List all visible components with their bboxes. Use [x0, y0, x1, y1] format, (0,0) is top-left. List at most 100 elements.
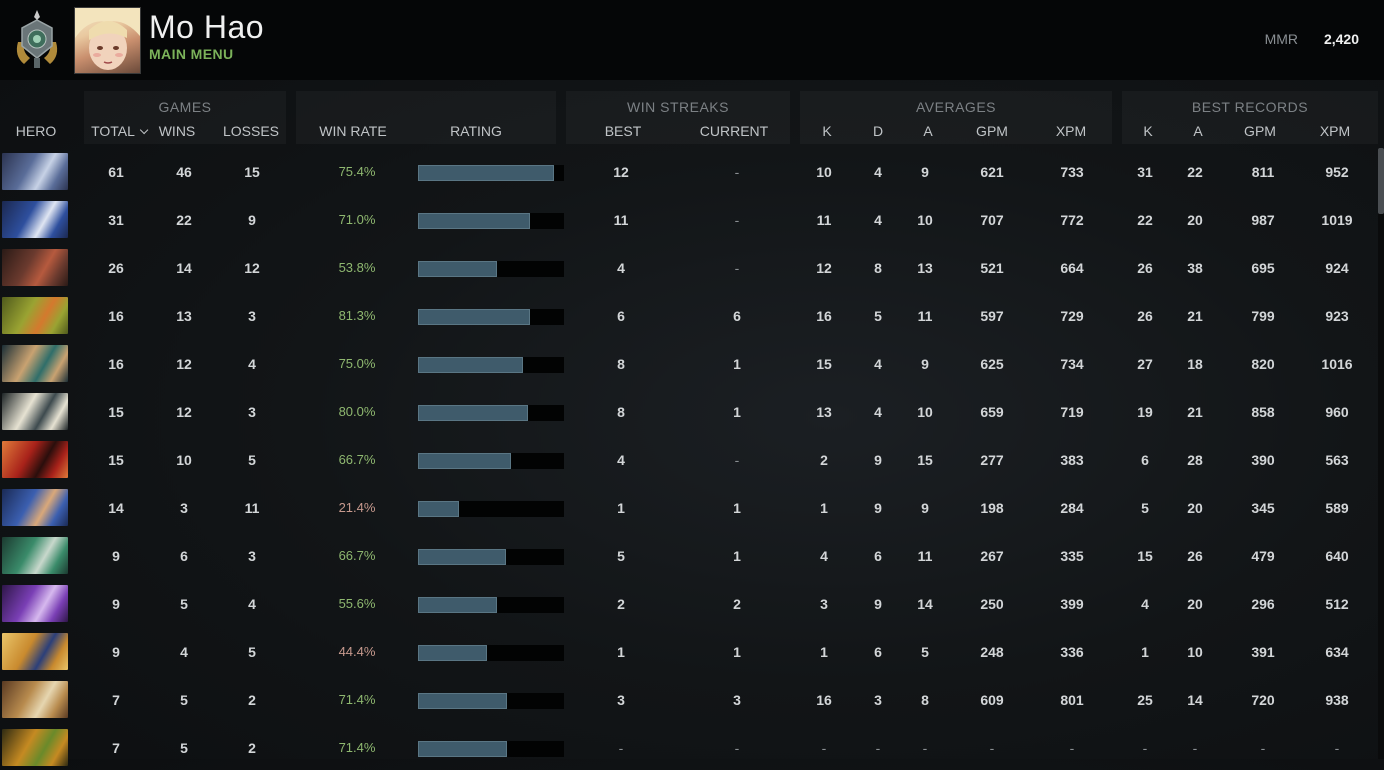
table-row[interactable]: 26 14 12 53.8% 4 - 12 8 13 521 664 26 38 695 924 — [0, 246, 1378, 290]
cell-rgpm: 391 — [1251, 644, 1275, 660]
cell-rk: 1 — [1141, 644, 1149, 660]
cell-win-rate: 21.4% — [338, 500, 376, 515]
col-rec-gpm-header[interactable]: GPM — [1244, 123, 1276, 139]
cell-current: 1 — [733, 644, 741, 660]
cell-rxpm: 923 — [1325, 308, 1349, 324]
cell-current: 2 — [733, 596, 741, 612]
col-wins-header[interactable]: WINS — [158, 123, 196, 139]
col-best-streak-header[interactable]: BEST — [604, 123, 642, 139]
cell-total: 16 — [108, 356, 124, 372]
cell-losses: 5 — [248, 452, 256, 468]
cell-a: 14 — [917, 596, 933, 612]
player-avatar[interactable] — [74, 7, 141, 74]
col-avg-xpm-header[interactable]: XPM — [1055, 123, 1087, 139]
rating-bar — [418, 405, 564, 421]
cell-a: 15 — [917, 452, 933, 468]
cell-k: 13 — [816, 404, 832, 420]
cell-best: 6 — [617, 308, 625, 324]
scrollbar-thumb[interactable] — [1378, 148, 1384, 214]
hero-portrait[interactable] — [2, 489, 68, 526]
hero-portrait[interactable] — [2, 153, 68, 190]
cell-xpm: 772 — [1060, 212, 1084, 228]
cell-gpm: 625 — [980, 356, 1004, 372]
cell-ra: 28 — [1187, 452, 1203, 468]
hero-portrait[interactable] — [2, 249, 68, 286]
col-win-rate-header[interactable]: WIN RATE — [319, 123, 387, 139]
cell-k: - — [821, 740, 827, 756]
table-row[interactable]: 31 22 9 71.0% 11 - 11 4 10 707 772 22 20 987 1019 — [0, 198, 1378, 242]
cell-wins: 3 — [180, 500, 188, 516]
rating-bar-fill — [418, 309, 530, 325]
cell-xpm: 284 — [1060, 500, 1084, 516]
cell-total: 26 — [108, 260, 124, 276]
cell-d: 3 — [874, 692, 882, 708]
cell-k: 3 — [820, 596, 828, 612]
cell-wins: 5 — [180, 740, 188, 756]
cell-rk: 26 — [1137, 308, 1153, 324]
table-row[interactable]: 9 6 3 66.7% 5 1 4 6 11 267 335 15 26 479 640 — [0, 534, 1378, 578]
col-current-streak-header[interactable]: CURRENT — [699, 123, 769, 139]
table-row[interactable]: 16 12 4 75.0% 8 1 15 4 9 625 734 27 18 820 1016 — [0, 342, 1378, 386]
table-row[interactable]: 7 5 2 71.4% 3 3 16 3 8 609 801 25 14 720 938 — [0, 678, 1378, 722]
cell-gpm: 267 — [980, 548, 1004, 564]
group-averages-title: AVERAGES — [916, 99, 996, 115]
hero-portrait[interactable] — [2, 585, 68, 622]
cell-d: 4 — [874, 356, 882, 372]
cell-rgpm: 820 — [1251, 356, 1275, 372]
col-avg-gpm-header[interactable]: GPM — [976, 123, 1008, 139]
hero-portrait[interactable] — [2, 729, 68, 766]
table-row[interactable]: 9 5 4 55.6% 2 2 3 9 14 250 399 4 20 296 512 — [0, 582, 1378, 626]
col-avg-d-header[interactable]: D — [872, 123, 884, 139]
table-row[interactable]: 15 10 5 66.7% 4 - 2 9 15 277 383 6 28 390 563 — [0, 438, 1378, 482]
col-avg-a-header[interactable]: A — [923, 123, 933, 139]
cell-best: 5 — [617, 548, 625, 564]
cell-win-rate: 81.3% — [338, 308, 376, 323]
cell-a: 10 — [917, 404, 933, 420]
hero-portrait[interactable] — [2, 681, 68, 718]
hero-portrait[interactable] — [2, 297, 68, 334]
col-rec-xpm-header[interactable]: XPM — [1319, 123, 1351, 139]
hero-portrait[interactable] — [2, 201, 68, 238]
cell-losses: 12 — [244, 260, 260, 276]
col-rec-k-header[interactable]: K — [1143, 123, 1153, 139]
rating-bar-fill — [418, 501, 459, 517]
table-scrollbar[interactable] — [1378, 148, 1384, 759]
rating-bar-fill — [418, 693, 507, 709]
table-row[interactable]: 9 4 5 44.4% 1 1 1 6 5 248 336 1 10 391 634 — [0, 630, 1378, 674]
hero-portrait[interactable] — [2, 633, 68, 670]
col-total-header[interactable]: TOTAL — [91, 123, 149, 139]
table-row[interactable]: 14 3 11 21.4% 1 1 1 9 9 198 284 5 20 345 589 — [0, 486, 1378, 530]
hero-portrait[interactable] — [2, 537, 68, 574]
cell-best: 1 — [617, 644, 625, 660]
cell-best: - — [618, 740, 624, 756]
cell-wins: 22 — [176, 212, 192, 228]
col-rec-a-header[interactable]: A — [1193, 123, 1203, 139]
hero-portrait[interactable] — [2, 345, 68, 382]
hero-portrait[interactable] — [2, 393, 68, 430]
hero-portrait[interactable] — [2, 441, 68, 478]
mmr-label: MMR — [1264, 31, 1298, 47]
cell-ra: 14 — [1187, 692, 1203, 708]
cell-ra: 22 — [1187, 164, 1203, 180]
col-rating-header[interactable]: RATING — [450, 123, 502, 139]
cell-gpm: 609 — [980, 692, 1004, 708]
table-row[interactable]: 15 12 3 80.0% 8 1 13 4 10 659 719 19 21 858 960 — [0, 390, 1378, 434]
table-row[interactable]: 61 46 15 75.4% 12 - 10 4 9 621 733 31 22 811 952 — [0, 150, 1378, 194]
cell-gpm: 198 — [980, 500, 1004, 516]
table-row[interactable]: 7 5 2 71.4% - - - - - - - - - - - — [0, 726, 1378, 770]
cell-total: 16 — [108, 308, 124, 324]
cell-a: 11 — [917, 548, 933, 564]
table-row[interactable]: 16 13 3 81.3% 6 6 16 5 11 597 729 26 21 799 923 — [0, 294, 1378, 338]
cell-d: 5 — [874, 308, 882, 324]
cell-wins: 12 — [176, 356, 192, 372]
col-hero-header[interactable]: HERO — [15, 123, 57, 139]
cell-total: 15 — [108, 404, 124, 420]
rating-bar — [418, 261, 564, 277]
col-losses-header[interactable]: LOSSES — [222, 123, 280, 139]
col-avg-k-header[interactable]: K — [822, 123, 832, 139]
cell-losses: 15 — [244, 164, 260, 180]
cell-rk: 15 — [1137, 548, 1153, 564]
cell-xpm: 729 — [1060, 308, 1084, 324]
cell-rxpm: 1019 — [1321, 212, 1353, 228]
main-menu-link[interactable]: MAIN MENU — [149, 46, 234, 62]
